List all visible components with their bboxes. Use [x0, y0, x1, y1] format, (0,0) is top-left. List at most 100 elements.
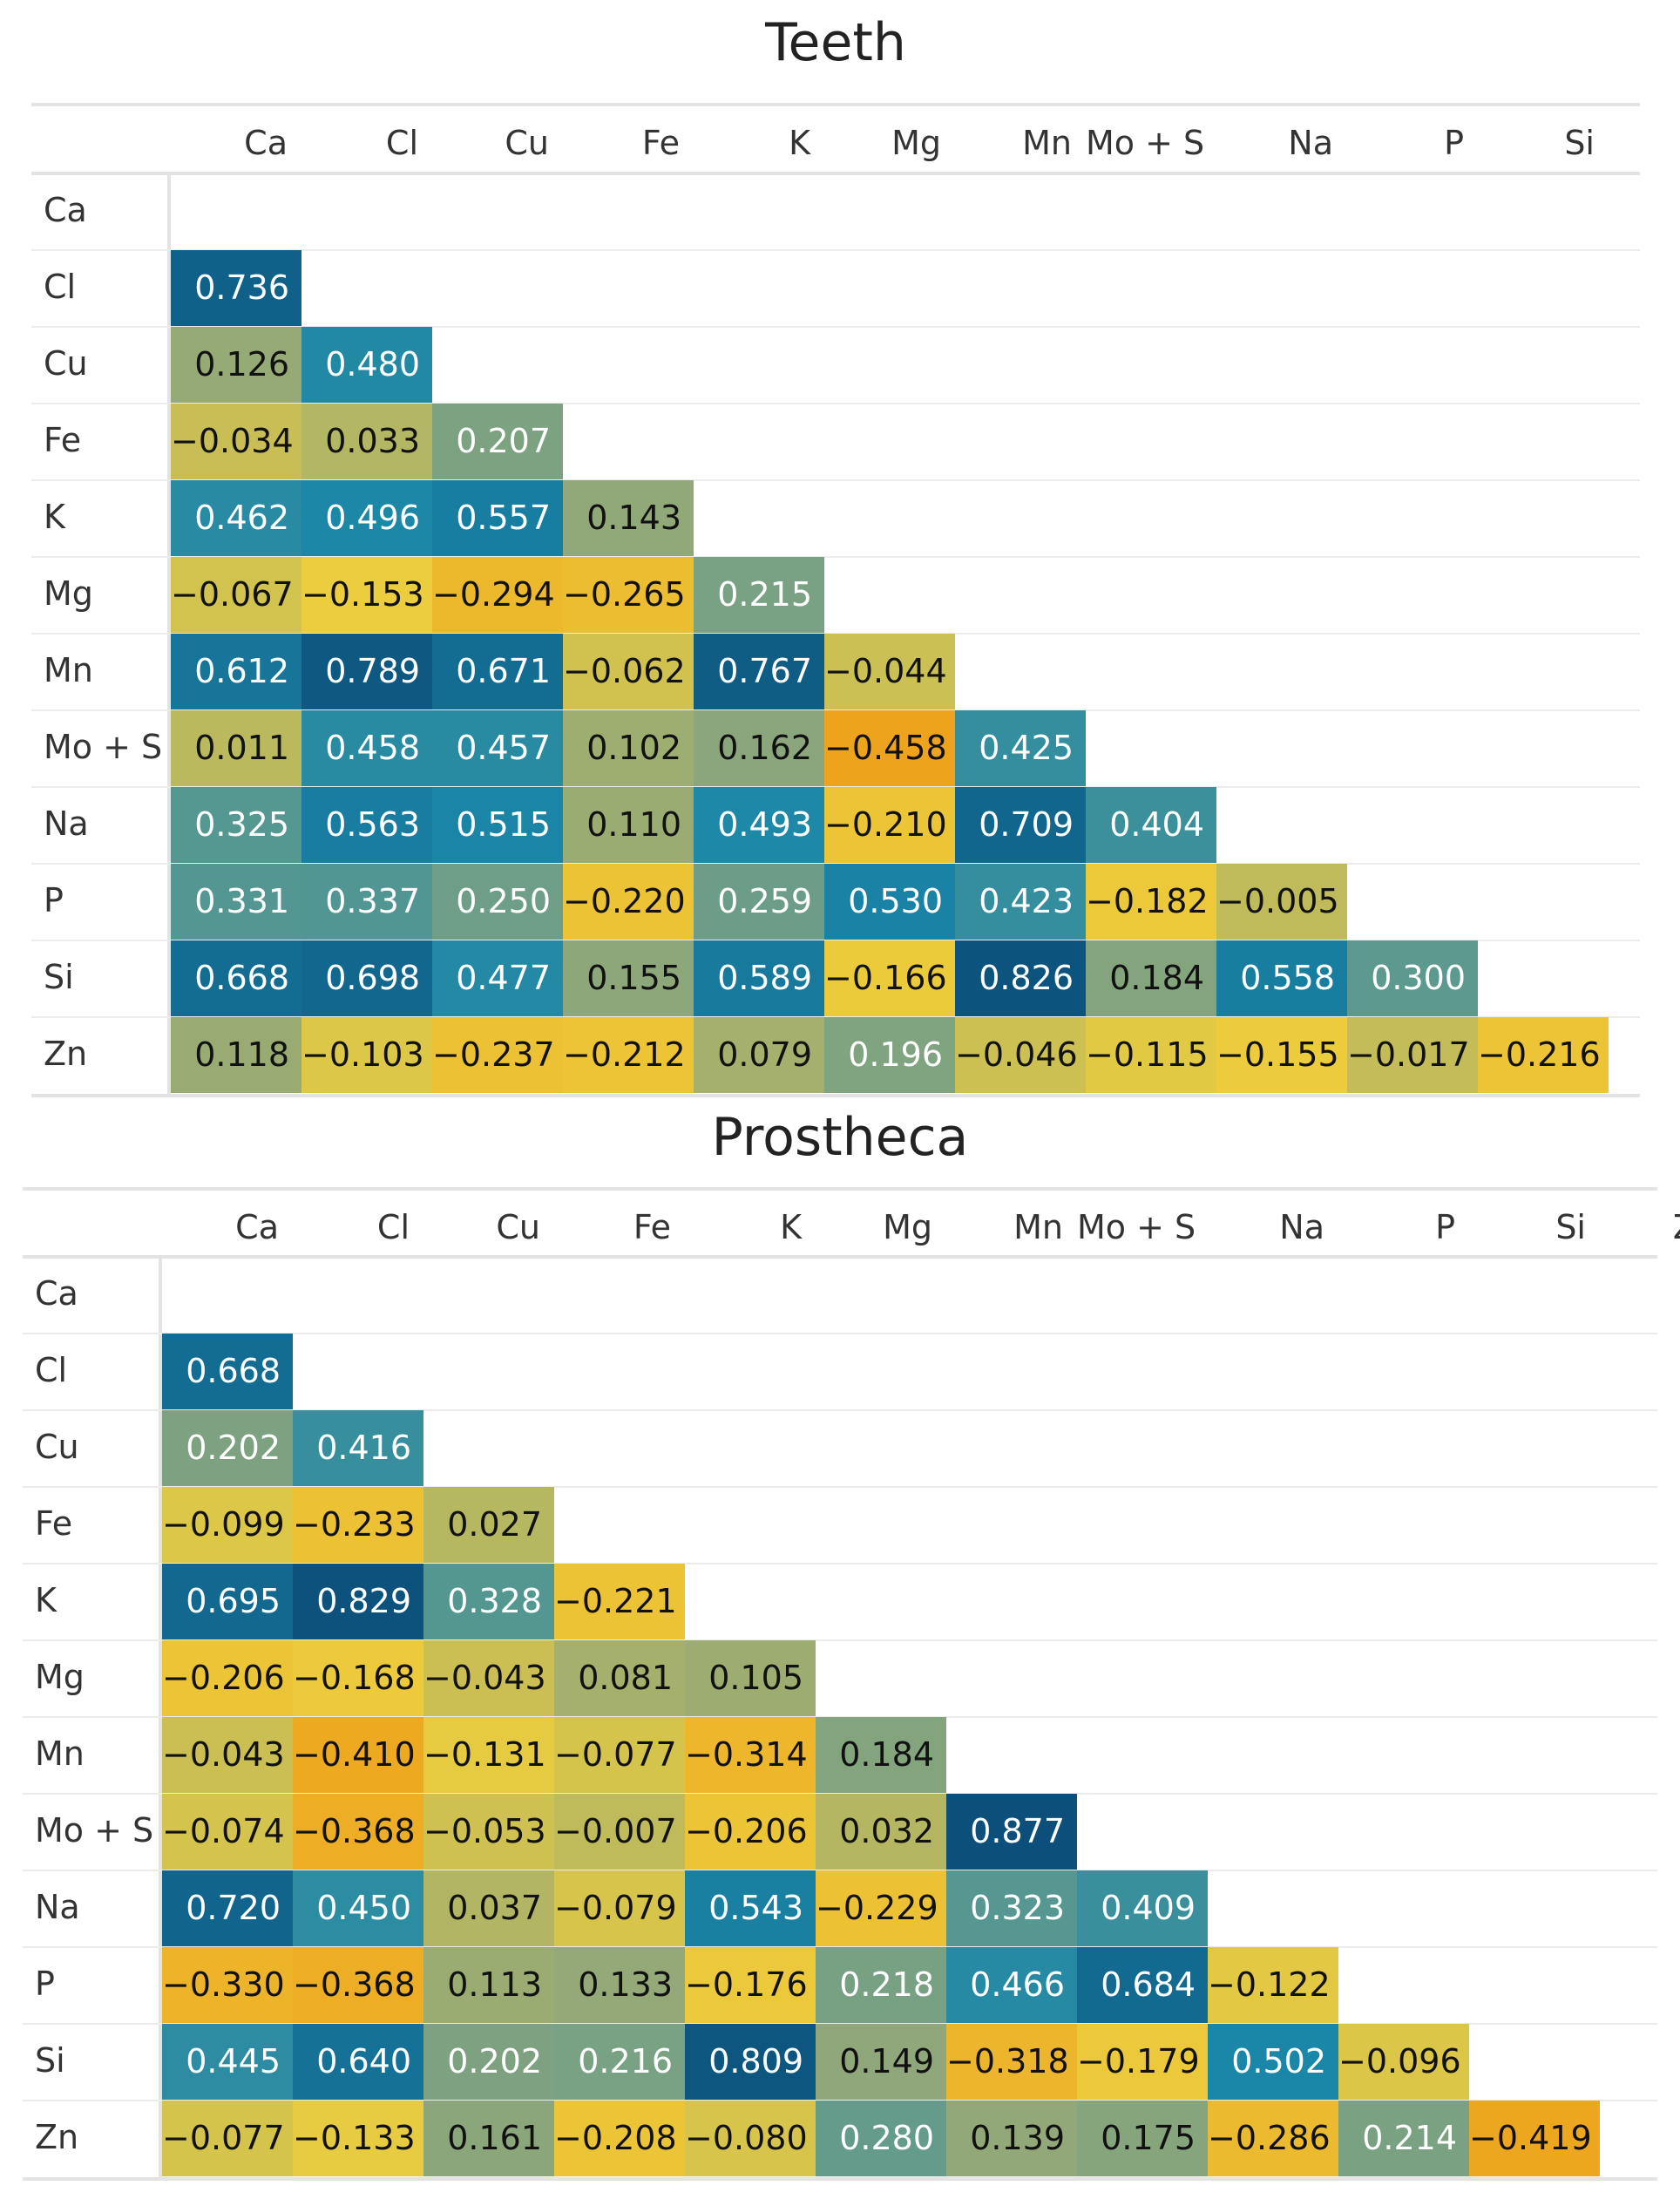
- heatmap-cell: 0.612: [171, 634, 301, 709]
- heatmap-cell: 0.515: [432, 787, 563, 863]
- row-header: Si: [35, 2041, 65, 2080]
- heatmap-cell: 0.416: [293, 1410, 423, 1486]
- heatmap-cell: 0.079: [694, 1017, 824, 1093]
- heatmap-cell: −0.122: [1208, 1947, 1338, 2023]
- heatmap-cell: 0.081: [554, 1640, 685, 1716]
- heatmap-cell: 0.477: [432, 940, 563, 1016]
- column-header: Cu: [496, 1208, 540, 1246]
- heatmap-cell: −0.077: [554, 1717, 685, 1793]
- heatmap-cell: −0.182: [1086, 864, 1216, 940]
- row-header: Na: [44, 804, 89, 843]
- heatmap-cell: 0.558: [1216, 940, 1347, 1016]
- header-bottom-rule: [23, 1255, 1657, 1259]
- heatmap-cell: −0.074: [162, 1794, 293, 1870]
- column-header: Na: [1279, 1208, 1324, 1246]
- teeth-panel: Teeth Ca Cl Cu Fe K Mg Mn Mo + S Na P Si Zn Ca Cl 0.736…: [31, 12, 1640, 1097]
- column-header: Mo + S: [1077, 1208, 1196, 1246]
- column-header: Mn: [1022, 124, 1072, 162]
- heatmap-cell: −0.179: [1077, 2024, 1208, 2100]
- row-gridline: [23, 1333, 1657, 1334]
- heatmap-cell: 0.404: [1086, 787, 1216, 863]
- heatmap-cell: 0.829: [293, 1564, 423, 1639]
- heatmap-cell: −0.314: [685, 1717, 816, 1793]
- heatmap-cell: 0.640: [293, 2024, 423, 2100]
- column-header: Ca: [244, 124, 288, 162]
- bottom-rule: [31, 1094, 1640, 1097]
- heatmap-cell: −0.286: [1208, 2101, 1338, 2176]
- column-header: Fe: [641, 124, 680, 162]
- column-header: Cu: [505, 124, 549, 162]
- heatmap-cell: 0.684: [1077, 1947, 1208, 2023]
- header-bottom-rule: [31, 172, 1640, 175]
- heatmap-cell: 0.671: [432, 634, 563, 709]
- heatmap-cell: −0.043: [423, 1640, 554, 1716]
- heatmap-cell: −0.176: [685, 1947, 816, 2023]
- heatmap-cell: −0.229: [816, 1870, 946, 1946]
- row-header: Cl: [35, 1351, 68, 1389]
- heatmap-cell: 0.328: [423, 1564, 554, 1639]
- heatmap-cell: −0.458: [824, 710, 955, 786]
- row-header: Zn: [35, 2118, 79, 2156]
- row-header: Ca: [44, 191, 87, 229]
- heatmap-cell: 0.161: [423, 2101, 554, 2176]
- column-header: P: [1444, 124, 1464, 162]
- heatmap-cell: 0.425: [955, 710, 1086, 786]
- heatmap-cell: 0.668: [171, 940, 301, 1016]
- row-gridline: [31, 479, 1640, 481]
- column-header: P: [1435, 1208, 1455, 1246]
- heatmap-cell: −0.210: [824, 787, 955, 863]
- heatmap-cell: 0.325: [171, 787, 301, 863]
- row-label-divider: [159, 1259, 162, 2179]
- row-header: Mn: [35, 1734, 85, 1773]
- heatmap-cell: −0.005: [1216, 864, 1347, 940]
- row-label-divider: [167, 175, 171, 1096]
- heatmap-cell: 0.502: [1208, 2024, 1338, 2100]
- row-header: Mo + S: [44, 728, 163, 766]
- heatmap-cell: 0.202: [423, 2024, 554, 2100]
- heatmap-cell: 0.214: [1338, 2101, 1469, 2176]
- heatmap-cell: 0.496: [301, 480, 432, 556]
- row-gridline: [23, 1486, 1657, 1488]
- heatmap-cell: −0.103: [301, 1017, 432, 1093]
- heatmap-cell: 0.207: [432, 404, 563, 479]
- row-header: Cu: [35, 1428, 79, 1466]
- heatmap-cell: −0.099: [162, 1487, 293, 1563]
- row-header: K: [44, 498, 65, 536]
- row-gridline: [23, 1409, 1657, 1411]
- heatmap-cell: 0.543: [685, 1870, 816, 1946]
- heatmap-cell: 0.698: [301, 940, 432, 1016]
- chart-title: Prostheca: [711, 1107, 969, 1168]
- heatmap-cell: −0.080: [685, 2101, 816, 2176]
- row-header: K: [35, 1581, 57, 1619]
- heatmap-cell: 0.423: [955, 864, 1086, 940]
- row-header: Mn: [44, 651, 93, 689]
- heatmap-cell: 0.250: [432, 864, 563, 940]
- column-header: Mg: [891, 124, 941, 162]
- heatmap-cell: 0.331: [171, 864, 301, 940]
- heatmap-cell: 0.184: [816, 1717, 946, 1793]
- heatmap-cell: 0.826: [955, 940, 1086, 1016]
- heatmap-cell: −0.368: [293, 1794, 423, 1870]
- heatmap-cell: −0.077: [162, 2101, 293, 2176]
- heatmap-cell: 0.149: [816, 2024, 946, 2100]
- heatmap-cell: 0.695: [162, 1564, 293, 1639]
- heatmap-cell: 0.323: [946, 1870, 1077, 1946]
- column-header: Mo + S: [1086, 124, 1205, 162]
- row-header: Ca: [35, 1274, 78, 1313]
- row-gridline: [31, 556, 1640, 558]
- heatmap-cell: 0.709: [955, 787, 1086, 863]
- column-header: Zn: [1600, 1208, 1680, 1246]
- heatmap-cell: 0.162: [694, 710, 824, 786]
- column-header: K: [780, 1208, 802, 1246]
- heatmap-cell: 0.259: [694, 864, 824, 940]
- heatmap-cell: 0.720: [162, 1870, 293, 1946]
- row-gridline: [31, 249, 1640, 251]
- heatmap-cell: −0.017: [1347, 1017, 1478, 1093]
- heatmap-cell: −0.034: [171, 404, 301, 479]
- heatmap-cell: 0.113: [423, 1947, 554, 2023]
- column-header: Fe: [633, 1208, 671, 1246]
- heatmap-cell: 0.133: [554, 1947, 685, 2023]
- column-header: Si: [1555, 1208, 1586, 1246]
- heatmap-cell: −0.208: [554, 2101, 685, 2176]
- row-gridline: [31, 403, 1640, 404]
